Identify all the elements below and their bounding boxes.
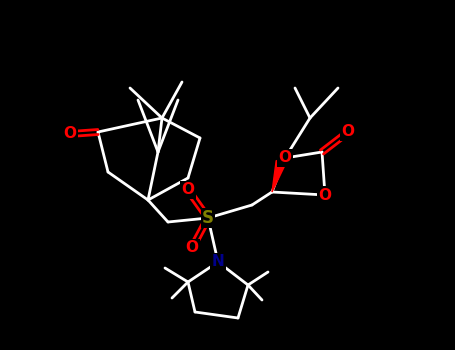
Text: O: O	[318, 188, 332, 203]
Text: O: O	[342, 125, 354, 140]
Text: O: O	[278, 150, 292, 166]
Text: O: O	[186, 240, 198, 256]
Text: S: S	[202, 209, 214, 227]
Text: O: O	[182, 182, 194, 197]
Text: N: N	[212, 254, 224, 270]
Text: O: O	[64, 126, 76, 141]
Polygon shape	[272, 161, 286, 192]
